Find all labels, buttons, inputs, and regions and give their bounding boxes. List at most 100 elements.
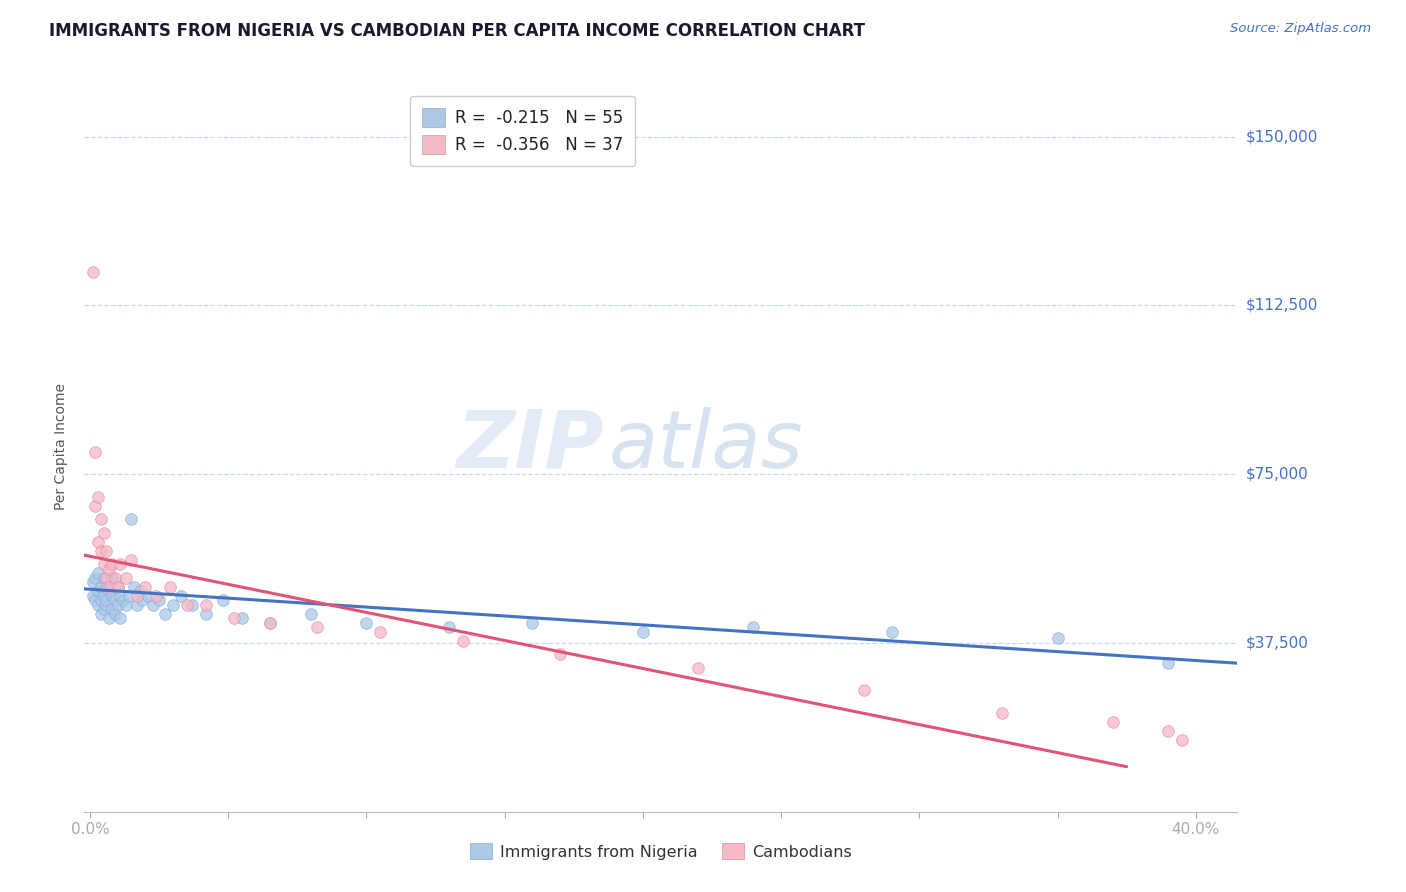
Point <box>101 571 124 585</box>
Point <box>90 512 112 526</box>
Point <box>117 589 139 603</box>
Point <box>853 683 876 698</box>
Point <box>84 571 107 585</box>
Point <box>991 706 1014 720</box>
Point <box>136 589 159 603</box>
Text: Source: ZipAtlas.com: Source: ZipAtlas.com <box>1230 22 1371 36</box>
Point <box>259 615 281 630</box>
Point <box>299 607 322 621</box>
Point <box>631 624 654 639</box>
Point <box>153 607 176 621</box>
Point <box>162 598 184 612</box>
Point <box>96 571 118 585</box>
Point <box>84 444 107 458</box>
Point <box>90 580 112 594</box>
Point <box>93 571 115 585</box>
Point <box>128 584 150 599</box>
Text: $75,000: $75,000 <box>1246 467 1309 482</box>
Point <box>96 593 118 607</box>
Legend: Immigrants from Nigeria, Cambodians: Immigrants from Nigeria, Cambodians <box>464 837 858 866</box>
Point <box>114 598 136 612</box>
Point <box>120 512 142 526</box>
Point <box>131 593 153 607</box>
Point <box>104 607 127 621</box>
Point <box>82 589 104 603</box>
Point <box>82 264 104 278</box>
Point <box>110 589 132 603</box>
Point <box>451 633 474 648</box>
Point <box>548 647 571 661</box>
Point <box>880 624 903 639</box>
Point <box>742 620 765 634</box>
Point <box>170 589 193 603</box>
Point <box>87 584 110 599</box>
Point <box>122 580 145 594</box>
Point <box>439 620 461 634</box>
Point <box>87 490 110 504</box>
Point <box>1157 656 1180 670</box>
Point <box>356 615 378 630</box>
Point <box>87 534 110 549</box>
Text: $112,500: $112,500 <box>1246 298 1317 313</box>
Point <box>1102 714 1125 729</box>
Point <box>195 607 218 621</box>
Y-axis label: Per Capita Income: Per Capita Income <box>55 383 69 509</box>
Point <box>211 593 233 607</box>
Point <box>93 602 115 616</box>
Text: IMMIGRANTS FROM NIGERIA VS CAMBODIAN PER CAPITA INCOME CORRELATION CHART: IMMIGRANTS FROM NIGERIA VS CAMBODIAN PER… <box>49 22 865 40</box>
Point <box>522 615 544 630</box>
Text: atlas: atlas <box>609 407 804 485</box>
Point <box>1046 632 1069 646</box>
Point <box>96 543 118 558</box>
Text: ZIP: ZIP <box>456 407 603 485</box>
Point <box>98 562 121 576</box>
Point <box>104 593 127 607</box>
Point <box>181 598 204 612</box>
Point <box>142 598 165 612</box>
Point <box>231 611 253 625</box>
Point <box>688 661 710 675</box>
Point <box>134 580 156 594</box>
Point <box>90 593 112 607</box>
Point <box>145 589 167 603</box>
Point <box>110 611 132 625</box>
Point <box>107 598 129 612</box>
Point <box>114 571 136 585</box>
Point <box>112 593 135 607</box>
Point <box>93 525 115 540</box>
Point <box>98 584 121 599</box>
Point <box>98 611 121 625</box>
Point <box>195 598 218 612</box>
Point <box>82 575 104 590</box>
Point <box>96 598 118 612</box>
Point <box>101 602 124 616</box>
Point <box>93 589 115 603</box>
Point <box>159 580 181 594</box>
Point <box>104 571 127 585</box>
Point <box>90 607 112 621</box>
Point <box>120 552 142 566</box>
Point <box>84 499 107 513</box>
Point <box>125 598 148 612</box>
Text: $150,000: $150,000 <box>1246 129 1317 144</box>
Point <box>87 566 110 581</box>
Point <box>222 611 245 625</box>
Point <box>148 593 170 607</box>
Text: $37,500: $37,500 <box>1246 635 1309 650</box>
Point <box>107 580 129 594</box>
Point <box>1171 732 1194 747</box>
Point <box>107 580 129 594</box>
Point <box>101 557 124 571</box>
Point <box>1157 723 1180 738</box>
Point <box>90 543 112 558</box>
Point <box>98 580 121 594</box>
Point <box>259 615 281 630</box>
Point <box>125 589 148 603</box>
Point <box>87 598 110 612</box>
Point <box>368 624 391 639</box>
Point <box>305 620 328 634</box>
Point <box>110 557 132 571</box>
Point <box>96 580 118 594</box>
Point <box>93 557 115 571</box>
Point <box>101 589 124 603</box>
